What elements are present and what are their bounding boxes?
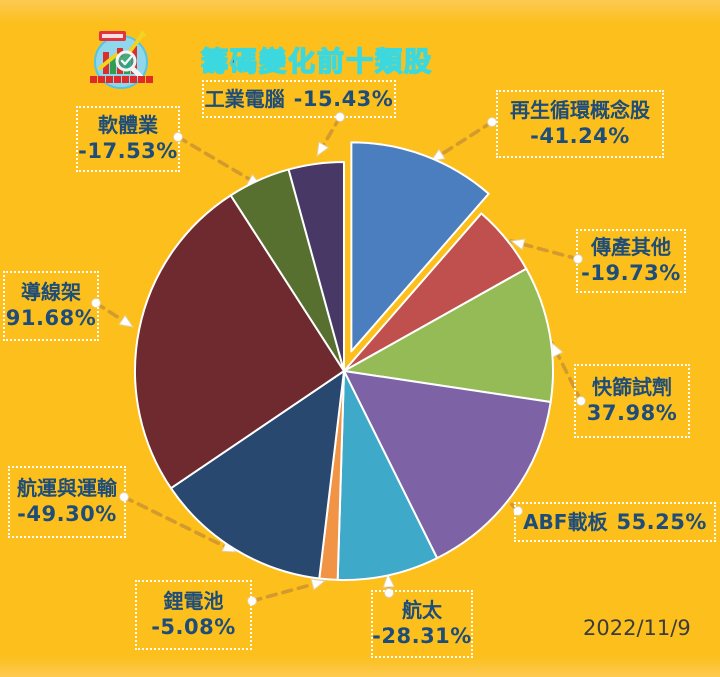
slice-value: -15.43%	[293, 86, 394, 111]
connector-dot	[247, 596, 257, 606]
slice-value: -41.24%	[530, 124, 630, 149]
slice-value: 37.98%	[586, 401, 678, 426]
pie-slice-3-37.98%	[343, 267, 554, 404]
slice-value: -28.31%	[372, 624, 472, 649]
connector-arrowhead	[382, 572, 395, 588]
magnifier-icon	[115, 50, 144, 80]
callout-connector-traditional-others	[509, 238, 583, 264]
callout-traditional-others: 傳產其他 -19.73%	[576, 229, 686, 293]
pie-slice-8-91.68%	[134, 194, 345, 490]
connector-arrowhead	[310, 578, 327, 591]
callout-software: 軟體業 -17.53%	[76, 106, 180, 172]
chart-date: 2022/11/9	[583, 616, 691, 640]
slice-label: 傳產其他	[591, 235, 671, 260]
callout-connector-industrial-pc	[315, 112, 345, 158]
slice-value: -5.08%	[151, 615, 236, 640]
slice-label: 快篩試劑	[592, 375, 672, 400]
pie-slice-4-55.25%	[343, 370, 552, 560]
slice-label: 航太	[402, 598, 442, 623]
slice-value: -17.53%	[78, 139, 178, 164]
pie-slice-1--41.24%	[350, 141, 490, 353]
callout-industrial-pc: 工業電腦 -15.43%	[202, 80, 396, 118]
connector-dot	[576, 396, 586, 406]
slice-label: 再生循環概念股	[510, 98, 650, 123]
callout-shipping-transport: 航運與運輸 -49.30%	[8, 466, 126, 538]
page-title: 籌碼變化前十類股	[200, 46, 433, 78]
callout-lithium-battery: 鋰電池 -5.08%	[135, 580, 252, 650]
slice-value: -19.73%	[581, 261, 681, 286]
slice-value: -49.30%	[17, 502, 117, 527]
logo-caption-text	[90, 76, 153, 83]
stock-chart-magnifier-logo	[90, 30, 153, 89]
connector-dot	[573, 254, 583, 264]
callout-abf-substrate: ABF載板 55.25%	[514, 502, 716, 542]
pie-slice-10--15.43%	[287, 161, 345, 372]
callout-connector-software	[173, 132, 263, 188]
slice-value: 55.25%	[616, 509, 707, 534]
logo-badge	[99, 31, 126, 41]
callout-connector-rapid-test	[550, 341, 586, 406]
pie-slice-7--49.30%	[169, 370, 345, 580]
callout-connector-recycle-concept	[429, 117, 497, 163]
callout-leadframe: 導線架 91.68%	[3, 271, 99, 341]
callout-connector-lithium-battery	[247, 578, 327, 606]
callout-recycle-concept: 再生循環概念股 -41.24%	[496, 90, 664, 158]
connector-arrowhead	[118, 314, 135, 328]
connector-arrowhead	[316, 141, 330, 158]
slice-value: 91.68%	[5, 306, 97, 331]
slice-label: 工業電腦	[204, 86, 285, 111]
slice-label: 航運與運輸	[17, 476, 117, 501]
slice-label: ABF載板	[523, 509, 608, 534]
connector-arrowhead	[429, 148, 446, 162]
connector-arrowhead	[509, 238, 526, 251]
callout-aerospace: 航太 -28.31%	[371, 590, 473, 658]
connector-arrowhead	[551, 341, 564, 358]
slice-label: 軟體業	[98, 113, 158, 138]
slice-label: 鋰電池	[163, 589, 224, 614]
slice-label: 導線架	[21, 280, 81, 305]
callout-rapid-test: 快篩試劑 37.98%	[574, 364, 690, 438]
pie-slice-5--28.31%	[336, 370, 439, 581]
